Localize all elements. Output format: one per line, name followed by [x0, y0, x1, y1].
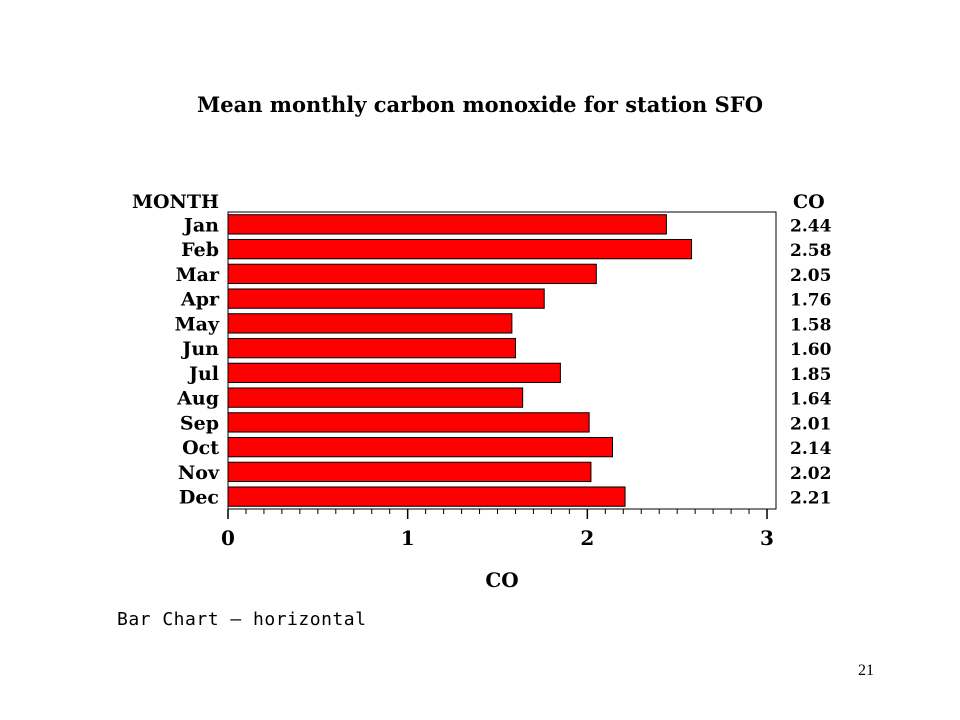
value-label-jun: 1.60: [790, 340, 832, 360]
bar-mar: [227, 263, 597, 285]
bar-nov: [227, 461, 592, 483]
value-label-dec: 2.21: [790, 489, 831, 509]
category-label-aug: Aug: [176, 388, 219, 410]
page-number: 21: [858, 662, 874, 679]
category-label-jul: Jul: [187, 363, 219, 385]
bar-aug: [227, 387, 524, 408]
value-label-jan: 2.44: [790, 216, 832, 236]
category-header: MONTH: [132, 191, 219, 213]
category-label-feb: Feb: [181, 239, 219, 261]
bar-may: [227, 313, 513, 334]
value-label-nov: 2.02: [790, 464, 831, 484]
category-label-mar: Mar: [176, 264, 220, 286]
category-label-may: May: [175, 313, 220, 335]
x-tick-label: 2: [580, 526, 594, 550]
slide-caption: Bar Chart — horizontal: [117, 609, 367, 630]
category-label-nov: Nov: [178, 462, 220, 484]
category-label-jun: Jun: [180, 338, 219, 360]
category-label-apr: Apr: [180, 289, 220, 311]
value-label-aug: 1.64: [790, 390, 832, 410]
value-header: CO: [793, 191, 825, 213]
bar-jul: [227, 362, 561, 384]
bar-jun: [227, 337, 516, 359]
x-tick-label: 3: [760, 526, 774, 550]
value-label-oct: 2.14: [790, 439, 832, 459]
x-tick-label: 1: [401, 526, 415, 550]
x-tick-label: 0: [221, 526, 235, 550]
bars-layer: Jan 2.44 Feb 2.58 Mar 2.05 Apr 1.76 May 1.58 Jun 1.…: [175, 214, 832, 509]
bar-dec: [227, 486, 626, 507]
chart-title: Mean monthly carbon monoxide for station…: [197, 92, 763, 117]
bar-feb: [227, 238, 693, 260]
bar-apr: [227, 288, 545, 309]
category-label-jan: Jan: [182, 214, 219, 236]
category-label-dec: Dec: [179, 487, 219, 509]
bar-sep: [227, 412, 590, 433]
bar-jan: [227, 214, 667, 235]
value-label-mar: 2.05: [790, 266, 831, 286]
value-label-apr: 1.76: [790, 291, 831, 311]
x-axis-title: CO: [485, 568, 518, 592]
value-label-feb: 2.58: [790, 241, 831, 261]
x-axis: 0 1 2 3: [221, 508, 776, 550]
category-label-sep: Sep: [180, 412, 219, 434]
bar-oct: [227, 436, 613, 458]
category-label-oct: Oct: [182, 437, 219, 459]
value-label-sep: 2.01: [790, 414, 831, 434]
value-label-may: 1.58: [790, 315, 831, 335]
value-label-jul: 1.85: [790, 365, 831, 385]
